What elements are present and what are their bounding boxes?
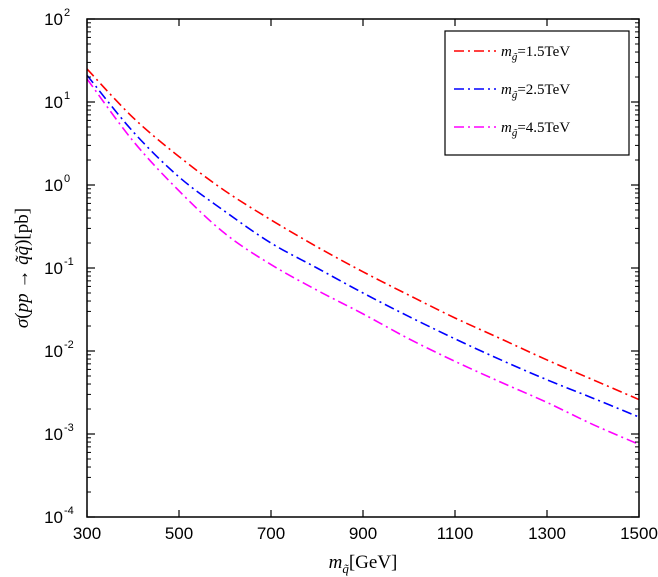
y-tick-label: 10 <box>44 342 63 361</box>
legend-label-1: mg̃=1.5TeV <box>501 44 570 63</box>
y-tick-label: 10 <box>44 259 63 278</box>
x-axis-label: mq̃[GeV] <box>329 552 398 576</box>
legend-label-3: mg̃=4.5TeV <box>501 120 570 139</box>
series-line-2 <box>86 74 640 418</box>
x-tick-label: 1500 <box>620 524 658 543</box>
y-tick-exponent: -1 <box>64 256 74 268</box>
series-line-3 <box>86 78 640 446</box>
x-tick-label: 1300 <box>528 524 566 543</box>
y-tick-label: 10 <box>44 176 63 195</box>
y-tick-label: 10 <box>44 508 63 527</box>
y-tick-label: 10 <box>44 93 63 112</box>
x-tick-label: 300 <box>73 524 101 543</box>
x-tick-label: 500 <box>165 524 193 543</box>
series-layer <box>86 68 640 446</box>
x-tick-label: 700 <box>257 524 285 543</box>
legend: mg̃=1.5TeV mg̃=2.5TeV mg̃=4.5TeV <box>444 30 630 156</box>
y-axis-label: σ(pp → q̃q̃)[pb] <box>12 208 33 328</box>
legend-label-2: mg̃=2.5TeV <box>501 82 570 101</box>
y-tick-exponent: -2 <box>64 339 74 351</box>
x-tick-label: 1100 <box>437 524 474 543</box>
tick-layer: 300 500 700 900 1100 1300 150010-410-310-210-1… <box>44 7 658 543</box>
y-tick-label: 10 <box>44 10 63 29</box>
y-tick-exponent: -3 <box>64 422 74 434</box>
y-tick-exponent: -4 <box>64 505 74 517</box>
y-tick-exponent: 1 <box>64 90 70 102</box>
y-tick-exponent: 2 <box>64 7 70 19</box>
series-line-1 <box>86 68 640 401</box>
y-tick-exponent: 0 <box>64 173 70 185</box>
y-tick-label: 10 <box>44 425 63 444</box>
x-tick-label: 900 <box>349 524 377 543</box>
